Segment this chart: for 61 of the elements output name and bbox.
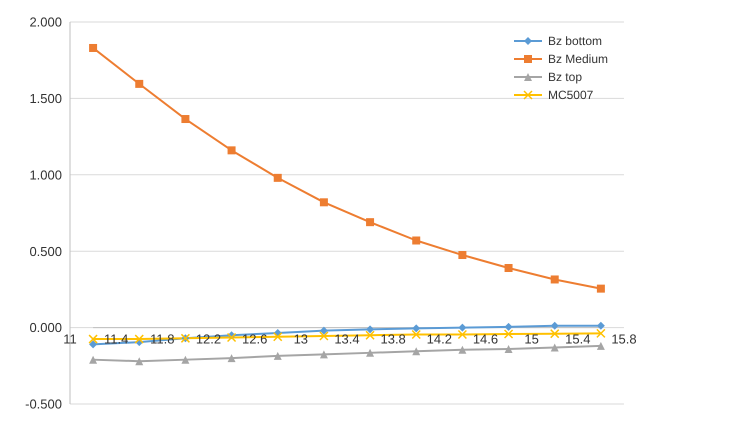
point <box>89 340 98 348</box>
point <box>134 334 144 344</box>
point <box>550 275 559 284</box>
point <box>550 322 559 330</box>
point <box>412 236 420 245</box>
point <box>272 332 282 342</box>
point <box>320 198 328 206</box>
point <box>596 284 605 293</box>
x-tick-label: 14.6 <box>472 332 498 347</box>
point <box>135 357 144 366</box>
point <box>228 146 236 154</box>
point <box>504 329 514 339</box>
point <box>320 350 328 358</box>
point <box>458 251 466 260</box>
y-tick-label: 0.000 <box>29 320 62 336</box>
point <box>226 332 236 342</box>
y-tick-label: 1.000 <box>29 167 62 182</box>
y-tick-label: 1.500 <box>29 91 62 106</box>
point <box>596 342 605 350</box>
point <box>504 322 513 331</box>
point <box>181 115 190 124</box>
point <box>412 324 420 332</box>
x-tick-label: 15 <box>524 332 539 347</box>
x-tick-label: 13.4 <box>334 332 360 347</box>
point <box>365 330 375 340</box>
point <box>458 330 468 340</box>
point <box>596 328 606 338</box>
point <box>366 348 374 357</box>
y-tick-label: -0.500 <box>25 396 62 412</box>
point <box>135 80 144 88</box>
point <box>550 343 559 352</box>
y-tick-label: 0.500 <box>29 244 62 259</box>
point <box>89 44 98 52</box>
x-tick-label: 14.2 <box>426 332 452 347</box>
point <box>89 356 98 364</box>
point <box>596 322 605 330</box>
point <box>366 218 374 226</box>
point <box>320 326 328 335</box>
legend-label: Bz top <box>548 69 582 86</box>
x-tick-label: 15.4 <box>565 332 590 347</box>
point <box>366 325 374 334</box>
point <box>88 334 98 344</box>
point <box>504 264 513 272</box>
x-tick-label: 15.8 <box>611 332 637 347</box>
x-tick-label: 11 <box>63 332 77 347</box>
point <box>458 324 466 332</box>
point <box>411 330 421 340</box>
point <box>458 346 466 354</box>
point <box>412 347 420 356</box>
legend-label: Bz bottom <box>548 33 602 50</box>
y-tick-label: 2.000 <box>29 14 62 30</box>
legend-label: Bz Medium <box>548 51 608 68</box>
point <box>319 331 329 341</box>
point <box>550 328 560 338</box>
point <box>504 344 513 353</box>
legend-label: MC5007 <box>548 87 594 104</box>
x-tick-label: 13.8 <box>380 332 406 347</box>
point <box>228 354 236 362</box>
point <box>181 356 190 364</box>
point <box>274 174 282 182</box>
point <box>274 352 282 360</box>
